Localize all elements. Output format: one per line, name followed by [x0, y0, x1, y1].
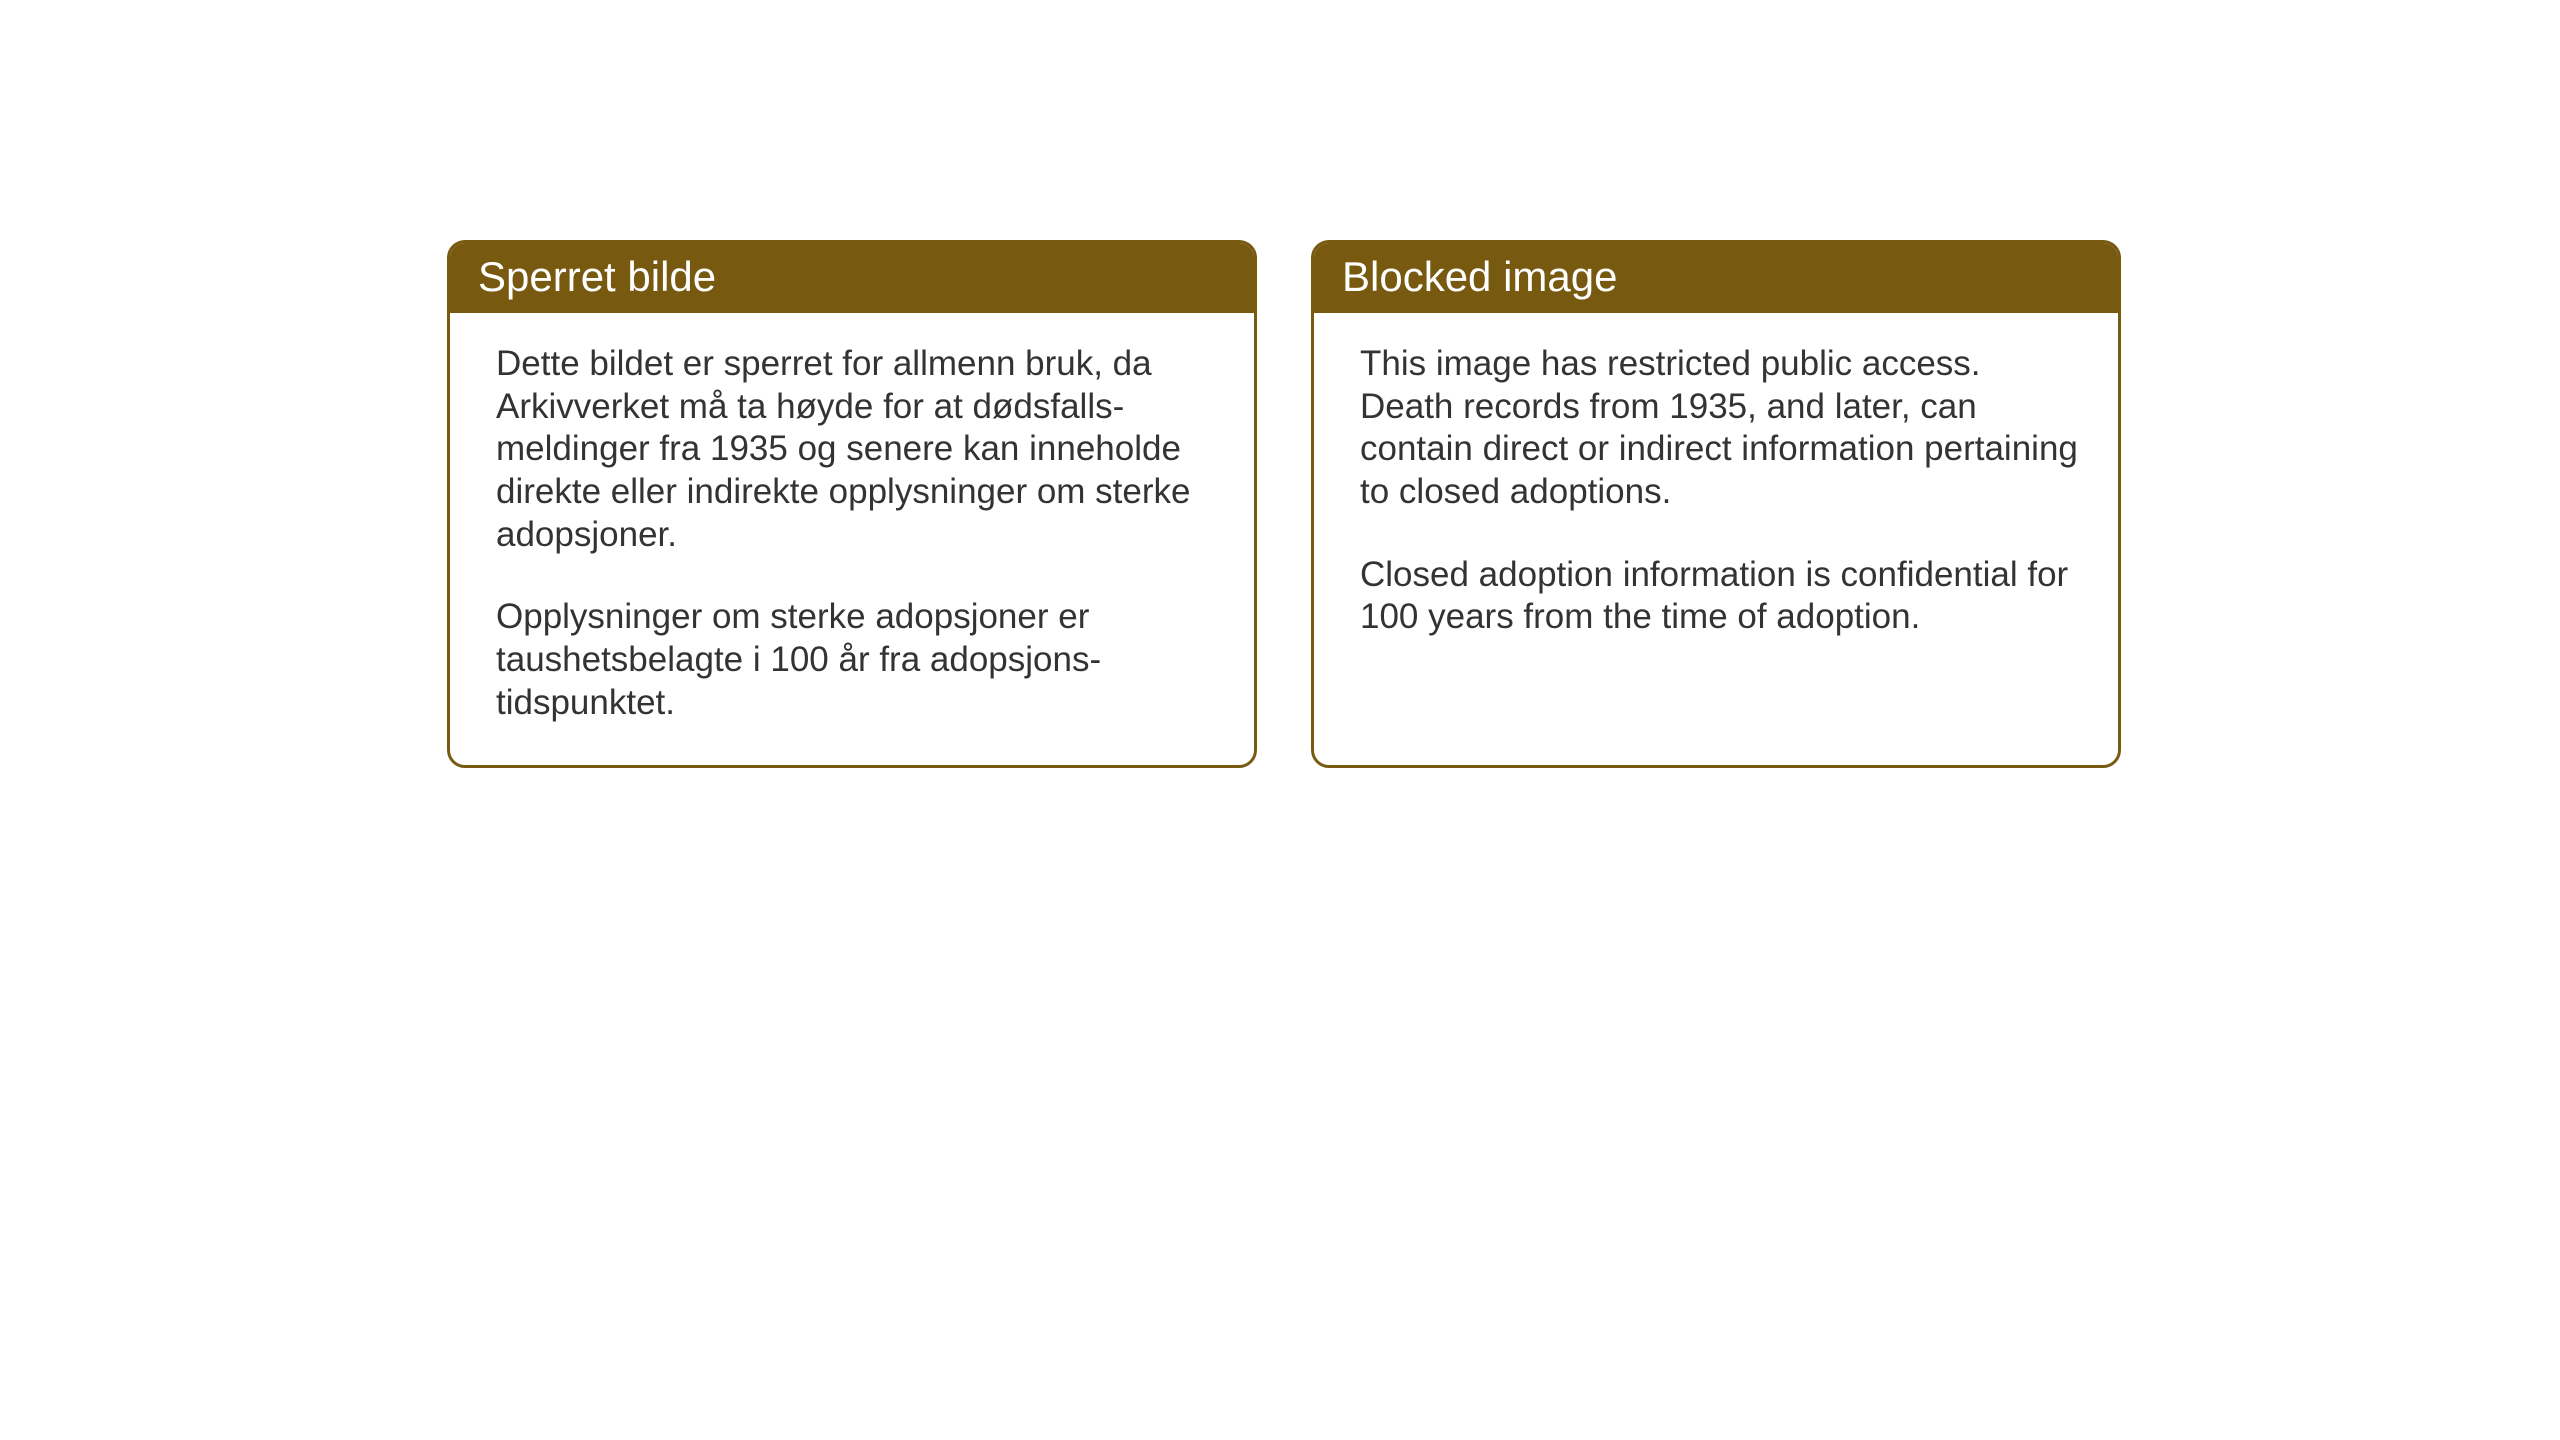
- norwegian-card-header: Sperret bilde: [450, 243, 1254, 313]
- english-paragraph-1: This image has restricted public access.…: [1360, 343, 2078, 514]
- norwegian-paragraph-2: Opplysninger om sterke adopsjoner er tau…: [496, 596, 1214, 724]
- norwegian-card: Sperret bilde Dette bildet er sperret fo…: [447, 240, 1257, 768]
- english-card-title: Blocked image: [1342, 253, 1617, 300]
- english-card: Blocked image This image has restricted …: [1311, 240, 2121, 768]
- norwegian-paragraph-1: Dette bildet er sperret for allmenn bruk…: [496, 343, 1214, 556]
- norwegian-card-title: Sperret bilde: [478, 253, 716, 300]
- english-paragraph-2: Closed adoption information is confident…: [1360, 554, 2078, 639]
- norwegian-card-body: Dette bildet er sperret for allmenn bruk…: [450, 313, 1254, 765]
- english-card-body: This image has restricted public access.…: [1314, 313, 2118, 679]
- notice-container: Sperret bilde Dette bildet er sperret fo…: [447, 240, 2121, 768]
- english-card-header: Blocked image: [1314, 243, 2118, 313]
